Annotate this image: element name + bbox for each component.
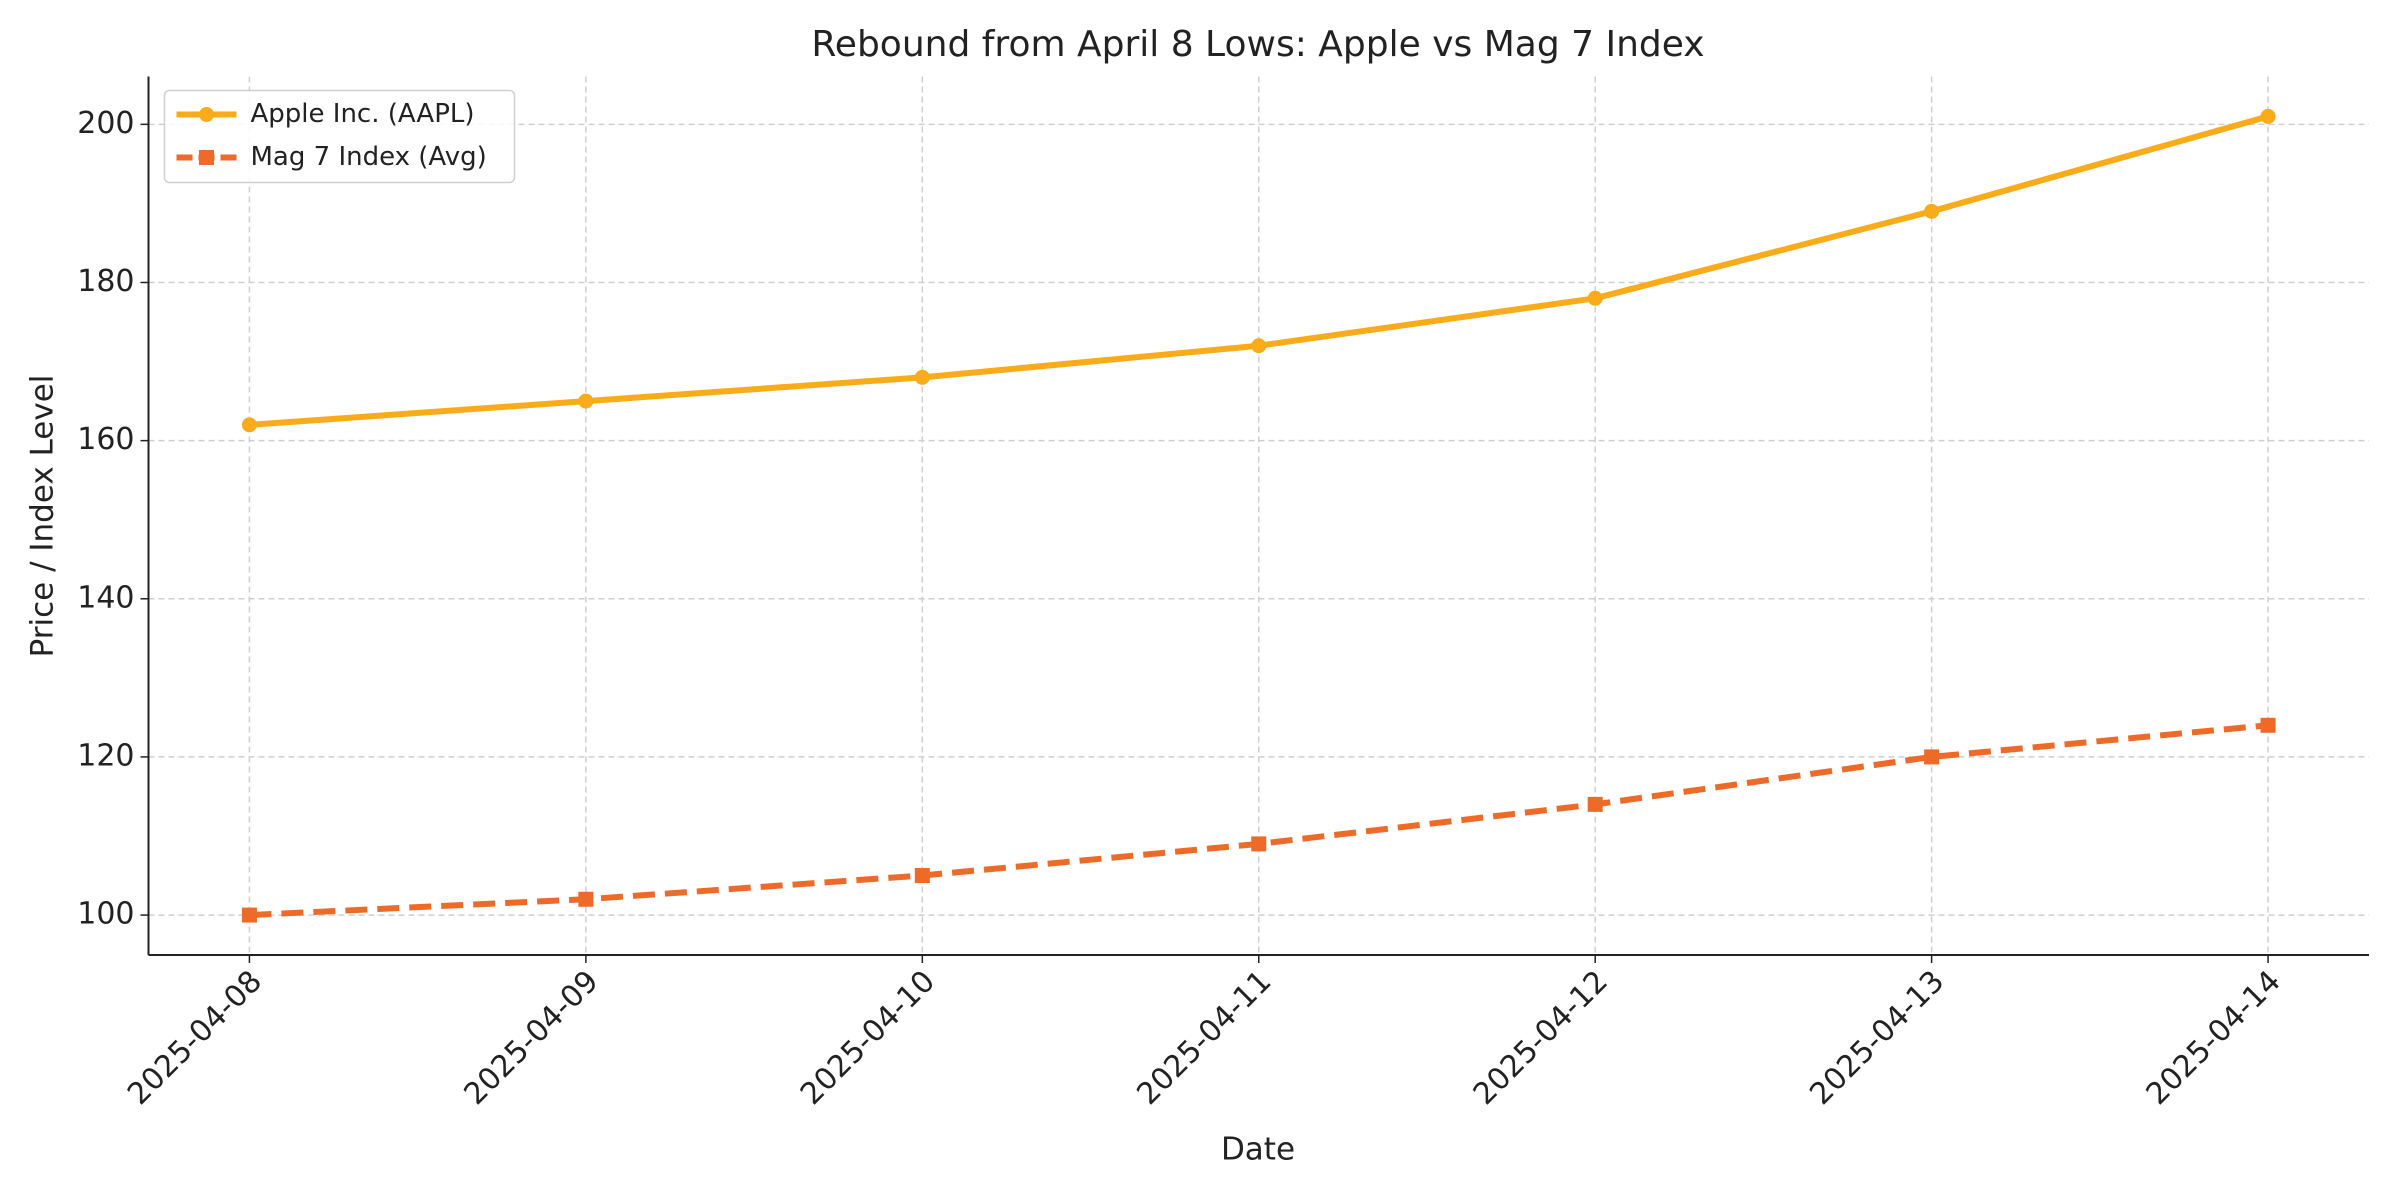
y-axis-label: Price / Index Level bbox=[25, 375, 61, 658]
y-tick-label: 160 bbox=[77, 422, 134, 457]
x-tick-label: 2025-04-10 bbox=[794, 964, 942, 1112]
y-tick-label: 120 bbox=[77, 738, 134, 773]
marker bbox=[578, 891, 594, 907]
legend: Apple Inc. (AAPL) Mag 7 Index (Avg) bbox=[163, 89, 516, 184]
marker bbox=[1587, 796, 1603, 812]
y-tick-label: 100 bbox=[77, 897, 134, 932]
x-tick-label: 2025-04-12 bbox=[1467, 964, 1615, 1112]
marker bbox=[199, 150, 214, 165]
marker bbox=[914, 868, 930, 884]
marker bbox=[914, 369, 930, 385]
y-tick-label: 200 bbox=[77, 106, 134, 141]
x-tick-label: 2025-04-11 bbox=[1130, 964, 1278, 1112]
marker bbox=[1924, 203, 1940, 219]
x-tick-label: 2025-04-14 bbox=[2140, 964, 2288, 1112]
marker bbox=[1251, 836, 1267, 852]
marker bbox=[1587, 290, 1603, 306]
marker bbox=[578, 393, 594, 409]
y-tick-label: 140 bbox=[77, 580, 134, 615]
legend-label: Mag 7 Index (Avg) bbox=[251, 142, 487, 172]
x-axis-label: Date bbox=[1221, 1132, 1295, 1168]
legend-box bbox=[163, 89, 516, 184]
marker bbox=[2260, 717, 2276, 733]
x-tick-label: 2025-04-08 bbox=[121, 964, 269, 1112]
x-tick-label: 2025-04-09 bbox=[457, 964, 605, 1112]
marker bbox=[2260, 108, 2276, 124]
x-tick-label: 2025-04-13 bbox=[1803, 964, 1951, 1112]
marker bbox=[199, 107, 214, 122]
marker bbox=[1251, 338, 1267, 354]
legend-label: Apple Inc. (AAPL) bbox=[251, 99, 475, 129]
marker bbox=[241, 907, 257, 923]
series bbox=[241, 108, 2276, 433]
marker bbox=[241, 417, 257, 433]
series bbox=[241, 717, 2276, 923]
marker bbox=[1924, 749, 1940, 765]
chart-title: Rebound from April 8 Lows: Apple vs Mag … bbox=[811, 24, 1704, 65]
y-tick-label: 180 bbox=[77, 264, 134, 299]
